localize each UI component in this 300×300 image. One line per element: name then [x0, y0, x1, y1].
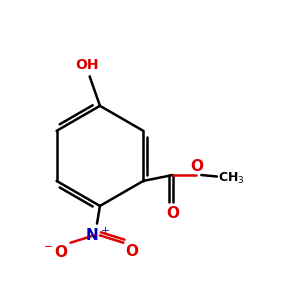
Text: OH: OH: [75, 58, 98, 72]
Text: O: O: [190, 159, 203, 174]
Text: O: O: [166, 206, 179, 221]
Text: N$^+$: N$^+$: [85, 226, 110, 244]
Text: CH$_3$: CH$_3$: [218, 170, 245, 185]
Text: O: O: [125, 244, 138, 259]
Text: $^-$O: $^-$O: [41, 244, 69, 260]
